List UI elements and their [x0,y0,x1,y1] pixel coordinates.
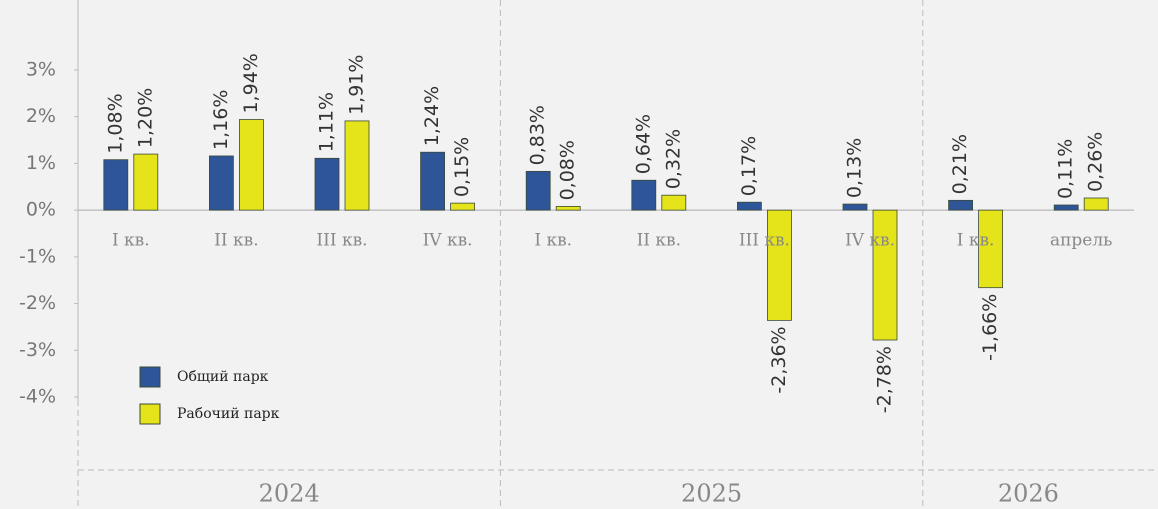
bar [1053,204,1079,211]
bar [555,206,581,211]
y-tick-label: 3% [26,59,56,81]
bar [450,202,476,211]
data-label: 1,11% [316,92,338,152]
data-label: 0,17% [738,136,760,196]
group-label: 2026 [998,480,1059,508]
bar [948,199,973,211]
x-tick-label: III кв. [316,231,367,251]
data-label: 0,26% [1085,132,1107,192]
data-label: 1,20% [134,88,156,148]
data-label: 0,15% [451,137,473,197]
data-label: 1,94% [240,53,262,113]
bar [420,151,446,211]
bar [344,120,370,211]
data-label: 1,91% [346,55,368,115]
x-tick-label: I кв. [957,231,995,251]
data-label: 1,16% [210,90,232,150]
data-label: 1,24% [421,86,443,146]
group-label: 2025 [681,480,742,508]
bar [661,194,687,211]
bar [737,201,762,211]
bar [103,159,129,211]
data-label: 1,08% [104,93,126,153]
x-tick-label: II кв. [637,231,681,251]
bar [631,179,657,211]
y-tick-label: 2% [26,105,56,127]
x-tick-label: I кв. [112,231,150,251]
legend-swatch [139,403,161,425]
data-label: 0,11% [1055,139,1077,199]
bar [238,119,264,211]
data-label: 0,13% [844,138,866,198]
bar [872,209,898,341]
legend-swatch [139,366,161,388]
data-label: -1,66% [979,294,1001,361]
legend-label: Рабочий парк [177,406,280,422]
data-label: -2,78% [874,346,896,413]
bar [208,155,234,211]
legend-label: Общий парк [177,369,269,385]
y-tick-label: -2% [19,292,56,314]
x-tick-label: I кв. [534,231,572,251]
bar [842,203,868,211]
data-label: -2,36% [768,326,790,393]
data-label: 0,08% [557,140,579,200]
bar [1083,197,1109,211]
data-label: 0,32% [662,129,684,189]
y-tick-label: -1% [19,245,56,267]
x-tick-label: II кв. [214,231,258,251]
y-tick-label: 1% [26,152,56,174]
y-tick-label: -3% [19,339,56,361]
y-tick-label: -4% [19,386,56,408]
data-label: 0,21% [949,134,971,194]
data-label: 0,64% [632,114,654,174]
bar [767,209,792,321]
x-tick-label: IV кв. [423,231,473,251]
x-tick-label: III кв. [739,231,790,251]
x-tick-label: апрель [1050,231,1112,251]
y-tick-label: 0% [26,199,56,221]
data-label: 0,83% [527,105,549,165]
bar [133,153,159,211]
group-label: 2024 [259,480,320,508]
x-tick-label: IV кв. [845,231,895,251]
bar [978,209,1003,289]
bar [525,170,551,211]
bar [314,157,340,211]
